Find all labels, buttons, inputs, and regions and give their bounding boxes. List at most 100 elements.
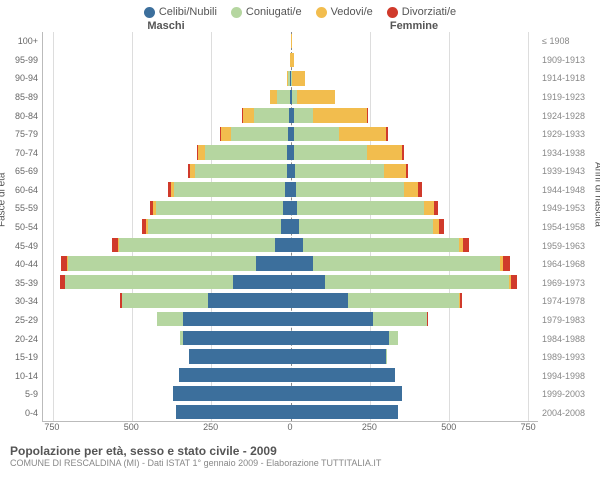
segment (281, 219, 291, 233)
segment (460, 293, 463, 307)
segment (434, 201, 438, 215)
year-axis: ≤ 19081909-19131914-19181919-19231924-19… (538, 32, 600, 422)
age-label: 80-84 (0, 106, 38, 125)
age-label: 25-29 (0, 311, 38, 330)
year-label: 1984-1988 (542, 329, 600, 348)
segment (291, 331, 389, 345)
female-bar (291, 34, 539, 48)
segment (313, 256, 500, 270)
legend-label: Celibi/Nubili (159, 6, 217, 18)
segment (389, 331, 399, 345)
segment (183, 331, 291, 345)
female-bar (291, 90, 539, 104)
segment (291, 53, 294, 67)
male-bar (43, 34, 291, 48)
legend-label: Divorziati/e (402, 6, 456, 18)
legend-item: Celibi/Nubili (144, 6, 217, 18)
male-bar (43, 368, 291, 382)
female-bar (291, 386, 539, 400)
pyramid-row (43, 217, 538, 236)
segment (291, 219, 300, 233)
pyramid-row (43, 273, 538, 292)
segment (291, 405, 399, 419)
pyramid-row (43, 69, 538, 88)
segment (295, 164, 384, 178)
year-label: 1999-2003 (542, 385, 600, 404)
legend-swatch (144, 7, 155, 18)
year-label: 1954-1958 (542, 218, 600, 237)
pyramid-row (43, 310, 538, 329)
age-label: 90-94 (0, 69, 38, 88)
age-label: 85-89 (0, 88, 38, 107)
age-label: 40-44 (0, 255, 38, 274)
segment (303, 238, 458, 252)
segment (367, 145, 402, 159)
year-label: 1924-1928 (542, 106, 600, 125)
x-tick: 0 (287, 422, 292, 432)
segment (402, 145, 404, 159)
male-bar (43, 256, 291, 270)
legend-swatch (316, 7, 327, 18)
year-label: 1909-1913 (542, 51, 600, 70)
age-label: 15-19 (0, 348, 38, 367)
segment (291, 349, 386, 363)
segment (277, 90, 290, 104)
female-bar (291, 349, 539, 363)
segment (122, 293, 208, 307)
male-bar (43, 219, 291, 233)
segment (367, 108, 368, 122)
segment (386, 127, 387, 141)
year-label: 1974-1978 (542, 292, 600, 311)
male-bar (43, 127, 291, 141)
x-tick: 750 (521, 422, 536, 432)
age-label: 65-69 (0, 162, 38, 181)
segment (313, 108, 367, 122)
year-label: 1914-1918 (542, 69, 600, 88)
pyramid-row (43, 143, 538, 162)
segment (291, 256, 313, 270)
segment (68, 256, 255, 270)
segment (294, 145, 367, 159)
chart-title: Popolazione per età, sesso e stato civil… (10, 444, 590, 458)
age-label: 60-64 (0, 181, 38, 200)
pyramid-row (43, 347, 538, 366)
male-bar (43, 312, 291, 326)
male-bar (43, 164, 291, 178)
age-label: 70-74 (0, 143, 38, 162)
legend-item: Divorziati/e (387, 6, 456, 18)
year-label: 1964-1968 (542, 255, 600, 274)
female-bar (291, 127, 539, 141)
segment (427, 312, 428, 326)
segment (65, 275, 233, 289)
legend-label: Coniugati/e (246, 6, 302, 18)
pyramid-row (43, 199, 538, 218)
legend-item: Coniugati/e (231, 6, 302, 18)
segment (291, 368, 396, 382)
segment (283, 201, 291, 215)
pyramid-row (43, 88, 538, 107)
female-bar (291, 71, 539, 85)
segment (148, 219, 281, 233)
age-axis: 100+95-9990-9485-8980-8475-7970-7465-696… (0, 32, 42, 422)
segment (119, 238, 274, 252)
segment (243, 108, 254, 122)
segment (325, 275, 509, 289)
male-bar (43, 90, 291, 104)
legend-swatch (387, 7, 398, 18)
female-bar (291, 312, 539, 326)
chart-subtitle: COMUNE DI RESCALDINA (MI) - Dati ISTAT 1… (10, 458, 590, 468)
segment (291, 238, 304, 252)
female-bar (291, 405, 539, 419)
chart-footer: Popolazione per età, sesso e stato civil… (0, 438, 600, 468)
year-label: 1979-1983 (542, 311, 600, 330)
age-label: 55-59 (0, 199, 38, 218)
female-bar (291, 108, 539, 122)
segment (291, 275, 326, 289)
year-label: 1929-1933 (542, 125, 600, 144)
age-label: 100+ (0, 32, 38, 51)
pyramid-chart: 100+95-9990-9485-8980-8475-7970-7465-696… (0, 32, 600, 422)
segment (291, 201, 298, 215)
x-axis: 7505002500250500750 (0, 422, 600, 438)
pyramid-row (43, 384, 538, 403)
age-label: 10-14 (0, 366, 38, 385)
